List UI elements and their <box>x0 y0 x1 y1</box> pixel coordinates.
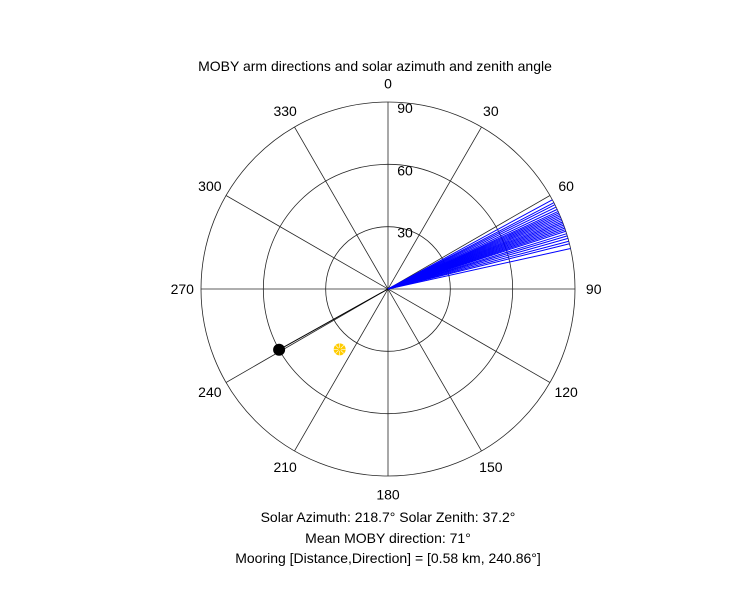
sun-ray <box>340 350 345 354</box>
angle-tick-label: 180 <box>376 487 400 503</box>
angle-tick-label: 0 <box>384 75 392 91</box>
angle-tick-label: 270 <box>171 281 195 297</box>
angle-tick-label: 30 <box>483 103 499 119</box>
angle-tick-label: 60 <box>558 178 574 194</box>
radial-tick-label: 90 <box>397 100 413 116</box>
angle-tick-label: 330 <box>273 103 297 119</box>
angle-tick-label: 120 <box>554 384 578 400</box>
angle-tick-label: 300 <box>198 178 222 194</box>
radial-tick-label: 30 <box>397 225 413 241</box>
angle-tick-label: 240 <box>198 384 222 400</box>
chart-title: MOBY arm directions and solar azimuth an… <box>198 58 552 74</box>
solar-caption: Solar Azimuth: 218.7° Solar Zenith: 37.2… <box>260 509 516 525</box>
angle-tick-label: 210 <box>273 459 297 475</box>
mooring-marker <box>273 343 286 356</box>
moby-arm-line <box>387 248 571 290</box>
sun-ray <box>335 350 339 354</box>
sun-ray <box>340 344 345 349</box>
radial-tick-label: 60 <box>397 162 413 178</box>
mooring-caption: Mooring [Distance,Direction] = [0.58 km,… <box>235 550 541 566</box>
moby-direction-caption: Mean MOBY direction: 71° <box>305 530 471 546</box>
moby-arm-line <box>387 199 553 290</box>
mooring-line <box>278 288 389 351</box>
moby-arm-line <box>387 243 570 290</box>
sun-ray <box>335 344 339 349</box>
angle-tick-label: 150 <box>479 459 503 475</box>
angle-tick-label: 90 <box>586 281 602 297</box>
